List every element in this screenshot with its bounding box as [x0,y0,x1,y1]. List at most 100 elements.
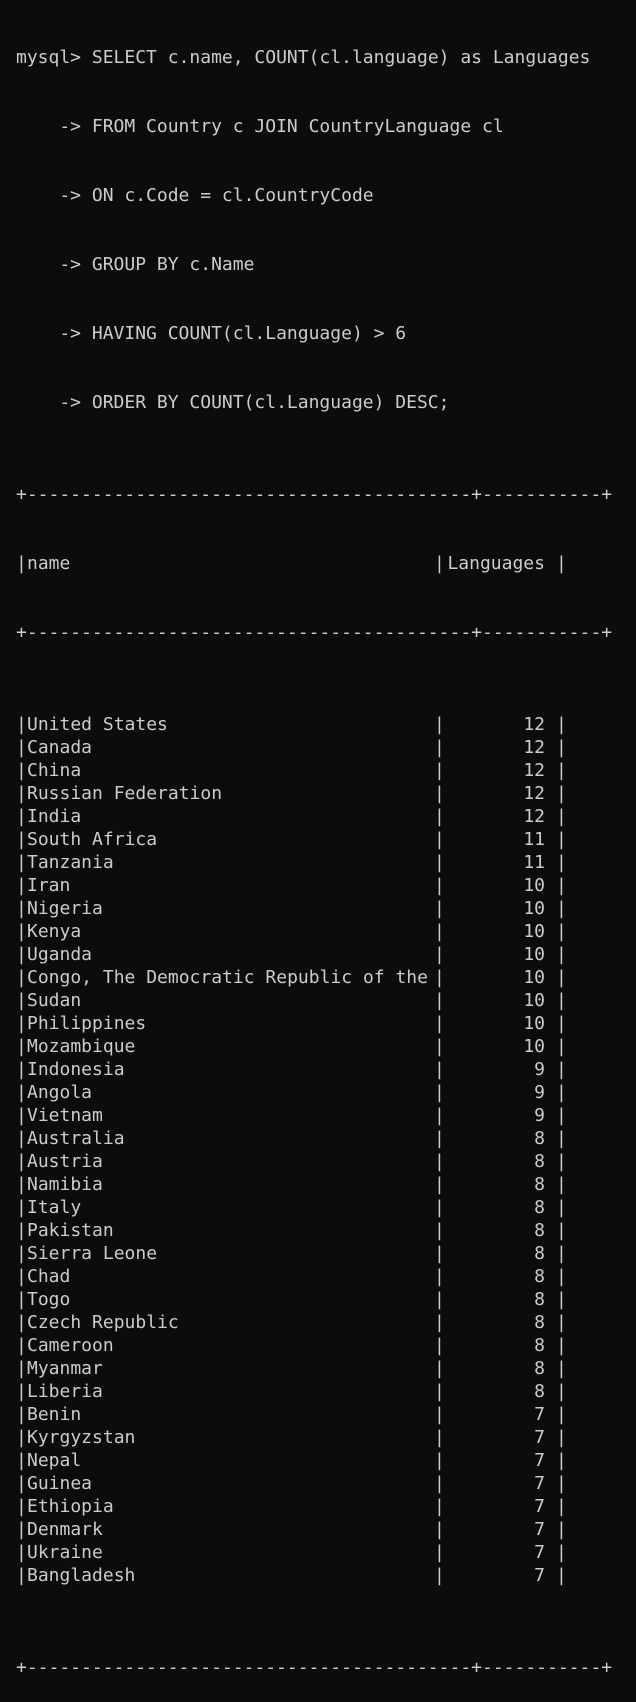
table-row: | Nigeria | 10 | [16,897,636,920]
table-pipe: | [556,990,567,1011]
table-pipe: | [556,944,567,965]
table-pipe: | [556,1013,567,1034]
country-name-cell: Liberia [27,1381,103,1402]
query-text-1: SELECT c.name, COUNT(cl.language) as Lan… [81,47,591,68]
language-count-cell: 8 [534,1128,545,1149]
language-count-cell: 8 [534,1197,545,1218]
country-name-cell: Togo [27,1289,71,1310]
country-name-cell: Kyrgyzstan [27,1427,136,1448]
table-pipe: | [434,852,445,873]
table-pipe: | [434,1496,445,1517]
country-name-cell: Australia [27,1128,125,1149]
language-count-cell: 7 [534,1496,545,1517]
table-pipe: | [16,898,27,919]
table-pipe: | [16,829,27,850]
table-pipe: | [16,1151,27,1172]
table-pipe: | [556,1496,567,1517]
language-count-cell: 8 [534,1266,545,1287]
language-count-cell: 12 [523,737,545,758]
table-pipe: | [556,1128,567,1149]
terminal-window[interactable]: mysql> SELECT c.name, COUNT(cl.language)… [16,0,636,1702]
country-name-cell: Austria [27,1151,103,1172]
table-pipe: | [16,1473,27,1494]
table-pipe: | [434,1542,445,1563]
table-pipe: | [434,1197,445,1218]
table-row: | Benin | 7 | [16,1403,636,1426]
country-name-cell: Denmark [27,1519,103,1540]
table-pipe: | [556,1082,567,1103]
table-row: | Cameroon | 8 | [16,1334,636,1357]
language-count-cell: 11 [523,852,545,873]
table-pipe: | [16,875,27,896]
table-pipe: | [434,1289,445,1310]
table-row: | Pakistan | 8 | [16,1219,636,1242]
table-pipe: | [434,944,445,965]
table-pipe: | [16,553,27,574]
table-pipe: | [16,1128,27,1149]
table-pipe: | [16,1565,27,1586]
table-row: | Sudan | 10 | [16,989,636,1012]
table-pipe: | [556,875,567,896]
table-pipe: | [16,1381,27,1402]
query-line-2: -> FROM Country c JOIN CountryLanguage c… [16,116,504,137]
table-pipe: | [434,806,445,827]
table-pipe: | [434,1013,445,1034]
table-pipe: | [556,783,567,804]
country-name-cell: Mozambique [27,1036,136,1057]
table-pipe: | [434,760,445,781]
table-pipe: | [556,1266,567,1287]
country-name-cell: Congo, The Democratic Republic of the [27,967,428,988]
table-pipe: | [556,1404,567,1425]
table-pipe: | [16,1243,27,1264]
language-count-cell: 10 [523,1036,545,1057]
query-line-3: -> ON c.Code = cl.CountryCode [16,185,374,206]
table-row: | Kenya | 10 | [16,920,636,943]
table-pipe: | [16,1082,27,1103]
country-name-cell: Italy [27,1197,82,1218]
language-count-cell: 8 [534,1220,545,1241]
table-row: | Uganda | 10 | [16,943,636,966]
country-name-cell: Guinea [27,1473,93,1494]
country-name-cell: Tanzania [27,852,114,873]
table-pipe: | [16,1404,27,1425]
table-pipe: | [16,1174,27,1195]
query-line-4: -> GROUP BY c.Name [16,254,255,275]
table-row: | Congo, The Democratic Republic of the | 1… [16,966,636,989]
country-name-cell: Angola [27,1082,93,1103]
country-name-cell: Sierra Leone [27,1243,158,1264]
table-pipe: | [16,760,27,781]
table-pipe: | [556,1036,567,1057]
country-name-cell: Cameroon [27,1335,114,1356]
table-pipe: | [556,967,567,988]
table-pipe: | [434,1312,445,1333]
table-pipe: | [16,967,27,988]
country-name-cell: Nigeria [27,898,103,919]
language-count-cell: 12 [523,714,545,735]
table-pipe: | [556,1312,567,1333]
table-row: | China | 12 | [16,759,636,782]
language-count-cell: 8 [534,1312,545,1333]
table-pipe: | [434,1565,445,1586]
table-row: | Ethiopia | 7 | [16,1495,636,1518]
table-pipe: | [434,1243,445,1264]
table-pipe: | [434,1128,445,1149]
table-pipe: | [434,990,445,1011]
table-row: | Nepal | 7 | [16,1449,636,1472]
table-pipe: | [434,898,445,919]
table-row: | Sierra Leone | 8 | [16,1242,636,1265]
table-pipe: | [16,1427,27,1448]
country-name-cell: Nepal [27,1450,82,1471]
table-border-top: +---------------------------------------… [16,484,613,505]
table-pipe: | [556,1243,567,1264]
table-pipe: | [434,783,445,804]
table-pipe: | [16,990,27,1011]
table-pipe: | [16,1335,27,1356]
table-row: | Myanmar | 8 | [16,1357,636,1380]
country-name-cell: Vietnam [27,1105,103,1126]
country-name-cell: South Africa [27,829,158,850]
table-pipe: | [434,829,445,850]
country-name-cell: Philippines [27,1013,147,1034]
table-row: | Angola | 9 | [16,1081,636,1104]
table-pipe: | [434,967,445,988]
table-pipe: | [16,1542,27,1563]
